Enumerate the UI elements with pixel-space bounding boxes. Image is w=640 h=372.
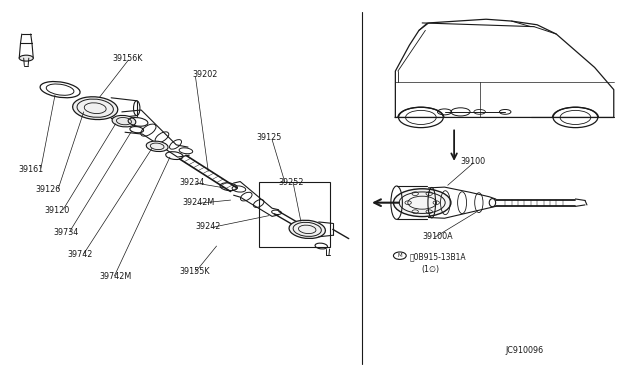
Text: 39156K: 39156K bbox=[113, 54, 143, 62]
Text: 39100: 39100 bbox=[461, 157, 486, 166]
Text: 39126: 39126 bbox=[36, 185, 61, 194]
Text: 39125: 39125 bbox=[256, 133, 282, 142]
Ellipse shape bbox=[112, 115, 136, 127]
Text: 39155K: 39155K bbox=[179, 267, 210, 276]
Ellipse shape bbox=[394, 189, 451, 217]
Text: 39252: 39252 bbox=[278, 178, 304, 187]
Text: 39242M: 39242M bbox=[182, 198, 215, 207]
Text: 39100A: 39100A bbox=[422, 231, 453, 241]
Bar bbox=[259, 182, 330, 247]
Ellipse shape bbox=[19, 55, 33, 61]
Ellipse shape bbox=[72, 97, 118, 119]
Text: M: M bbox=[397, 253, 402, 258]
Text: 39242: 39242 bbox=[195, 222, 221, 231]
Text: 39161: 39161 bbox=[19, 165, 44, 174]
Text: 39202: 39202 bbox=[192, 70, 218, 79]
Ellipse shape bbox=[289, 220, 325, 238]
Text: ⓜ0B915-13B1A: ⓜ0B915-13B1A bbox=[410, 252, 466, 261]
Text: 39742: 39742 bbox=[68, 250, 93, 259]
Text: (1∅): (1∅) bbox=[421, 265, 439, 274]
Text: 39742M: 39742M bbox=[100, 272, 132, 281]
Text: 39734: 39734 bbox=[53, 228, 78, 237]
Text: 39120: 39120 bbox=[44, 206, 69, 215]
Text: 39234: 39234 bbox=[179, 178, 205, 187]
Ellipse shape bbox=[147, 141, 168, 151]
Text: JC910096: JC910096 bbox=[505, 346, 543, 355]
